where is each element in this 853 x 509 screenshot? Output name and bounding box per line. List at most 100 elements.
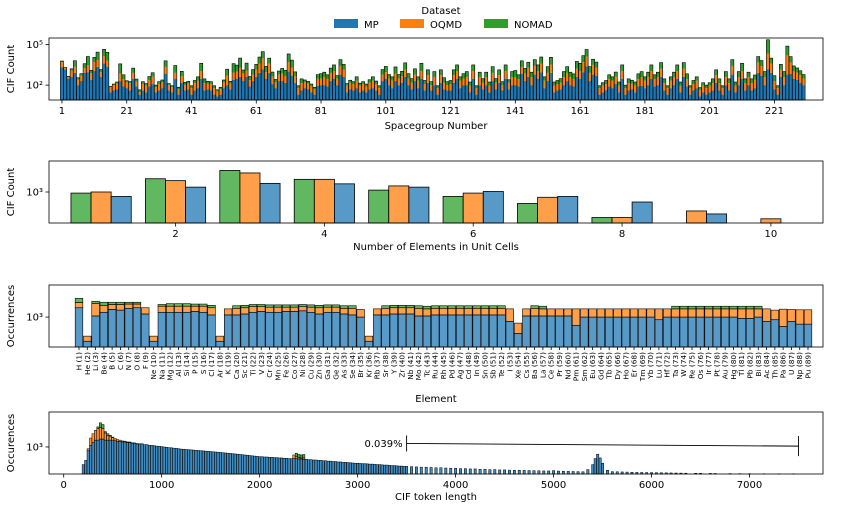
elements-count-bars: [70, 170, 782, 224]
spacegroup-bar-oqmd: [329, 72, 333, 82]
token-bin-mp: [402, 466, 406, 475]
element-bar-nomad: [257, 304, 266, 308]
spacegroup-bar-oqmd: [151, 76, 155, 85]
spacegroup-bar-mp: [138, 94, 142, 100]
spacegroup-bar-nomad: [416, 76, 420, 81]
element-label: Pa (86): [779, 352, 788, 378]
spacegroup-bar-oqmd: [76, 79, 80, 86]
element-bar-mp: [124, 307, 133, 348]
spacegroup-bar-mp: [429, 90, 433, 100]
spacegroup-bar-oqmd: [620, 71, 624, 79]
token-bin-oqmd: [294, 456, 298, 459]
element-label: Cu (29): [306, 352, 315, 379]
token-bin-mp: [196, 450, 200, 475]
token-bin-mp: [238, 454, 242, 475]
spacegroup-bar-mp: [753, 88, 757, 100]
element-bar-nomad: [348, 305, 357, 309]
spacegroup-bar-nomad: [108, 86, 113, 88]
spacegroup-bar-mp: [620, 78, 624, 100]
spacegroup-bar-nomad: [270, 72, 274, 77]
spacegroup-bar-nomad: [669, 76, 673, 81]
element-bar-mp: [323, 311, 332, 348]
spacegroup-bar-oqmd: [377, 88, 381, 95]
annotation-line: [406, 443, 799, 447]
token-bin-oqmd: [101, 428, 105, 440]
spacegroup-bar-mp: [533, 74, 537, 100]
x-tick-label: 2000: [247, 480, 272, 491]
spacegroup-bar-oqmd: [578, 71, 582, 79]
spacegroup-bar-nomad: [303, 79, 307, 83]
spacegroup-bar-nomad: [300, 78, 304, 84]
spacegroup-bar-mp: [264, 78, 268, 100]
element-bar-mp: [306, 311, 316, 348]
element-bar-nomad: [754, 305, 763, 310]
token-bin-mp: [439, 467, 443, 475]
spacegroup-bar-mp: [442, 89, 446, 100]
element-label: Pr (59): [555, 352, 564, 377]
element-label: Mg (12): [166, 352, 175, 381]
element-bar-oqmd: [754, 308, 763, 318]
spacegroup-bar-nomad: [510, 71, 514, 77]
spacegroup-bar-oqmd: [695, 80, 699, 89]
spacegroup-bar-oqmd: [403, 69, 407, 77]
spacegroup-bar-mp: [598, 94, 602, 100]
spacegroup-bar-oqmd: [212, 88, 216, 95]
element-label: Te (52): [497, 352, 506, 378]
spacegroup-bar-mp: [458, 88, 462, 100]
elements-count-bar-oqmd: [686, 210, 707, 224]
spacegroup-bar-mp: [319, 85, 323, 100]
elements-count-bar-oqmd: [611, 217, 633, 224]
element-bar-nomad: [538, 305, 548, 310]
spacegroup-bar-nomad: [390, 76, 394, 81]
element-occurrence-ticks: H (1) He (2) Li (3) Be (4) B (5) C (6) N (7) O …: [26, 313, 812, 383]
element-bar-mp: [298, 310, 307, 348]
spacegroup-bar-mp: [251, 81, 255, 100]
spacegroup-bar-oqmd: [688, 88, 692, 95]
spacegroup-bar-oqmd: [529, 76, 534, 86]
spacegroup-bar-oqmd: [737, 76, 741, 86]
element-bar-nomad: [389, 305, 398, 309]
spacegroup-bar-oqmd: [653, 79, 657, 87]
element-bar-nomad: [99, 301, 108, 306]
spacegroup-bar-mp: [393, 81, 398, 100]
spacegroup-bar-mp: [157, 90, 161, 100]
spacegroup-bar-oqmd: [721, 88, 725, 95]
spacegroup-bar-mp: [219, 94, 223, 100]
x-tick-label: 61: [250, 106, 263, 117]
spacegroup-bar-mp: [403, 76, 407, 100]
spacegroup-bar-nomad: [704, 85, 708, 89]
element-bar-oqmd: [273, 306, 282, 313]
spacegroup-bar-nomad: [277, 71, 281, 75]
spacegroup-bar-nomad: [105, 52, 109, 61]
legend-label-nomad: NOMAD: [514, 20, 553, 31]
spacegroup-bar-nomad: [756, 56, 760, 63]
element-bar-mp: [654, 319, 663, 348]
x-tick-label: 41: [185, 106, 198, 117]
spacegroup-bar-oqmd: [458, 80, 462, 89]
spacegroup-bar-nomad: [591, 59, 595, 65]
spacegroup-bar-oqmd: [746, 76, 751, 86]
element-bar-nomad: [737, 305, 746, 310]
spacegroup-bar-oqmd: [669, 80, 673, 89]
spacegroup-bar-mp: [361, 90, 365, 100]
token-bin-mp: [343, 462, 347, 475]
spacegroup-bar-nomad: [585, 49, 589, 57]
element-bar-oqmd: [157, 305, 166, 313]
element-bar-oqmd: [472, 307, 481, 316]
token-bin-mp: [268, 457, 271, 475]
spacegroup-bar-mp: [471, 78, 475, 100]
element-bar-oqmd: [422, 308, 432, 317]
spacegroup-bar-mp: [306, 89, 310, 100]
element-bar-oqmd: [381, 307, 390, 316]
spacegroup-bar-mp: [147, 86, 151, 100]
token-bin-mp: [216, 451, 220, 475]
token-length-annotation: 0.039%: [364, 435, 799, 457]
token-bin-mp: [94, 439, 97, 475]
spacegroup-bar-mp: [795, 79, 799, 100]
spacegroup-bar-mp: [206, 89, 210, 100]
token-bin-mp: [125, 442, 129, 475]
token-bin-mp: [128, 442, 132, 475]
element-bar-mp: [74, 307, 84, 348]
